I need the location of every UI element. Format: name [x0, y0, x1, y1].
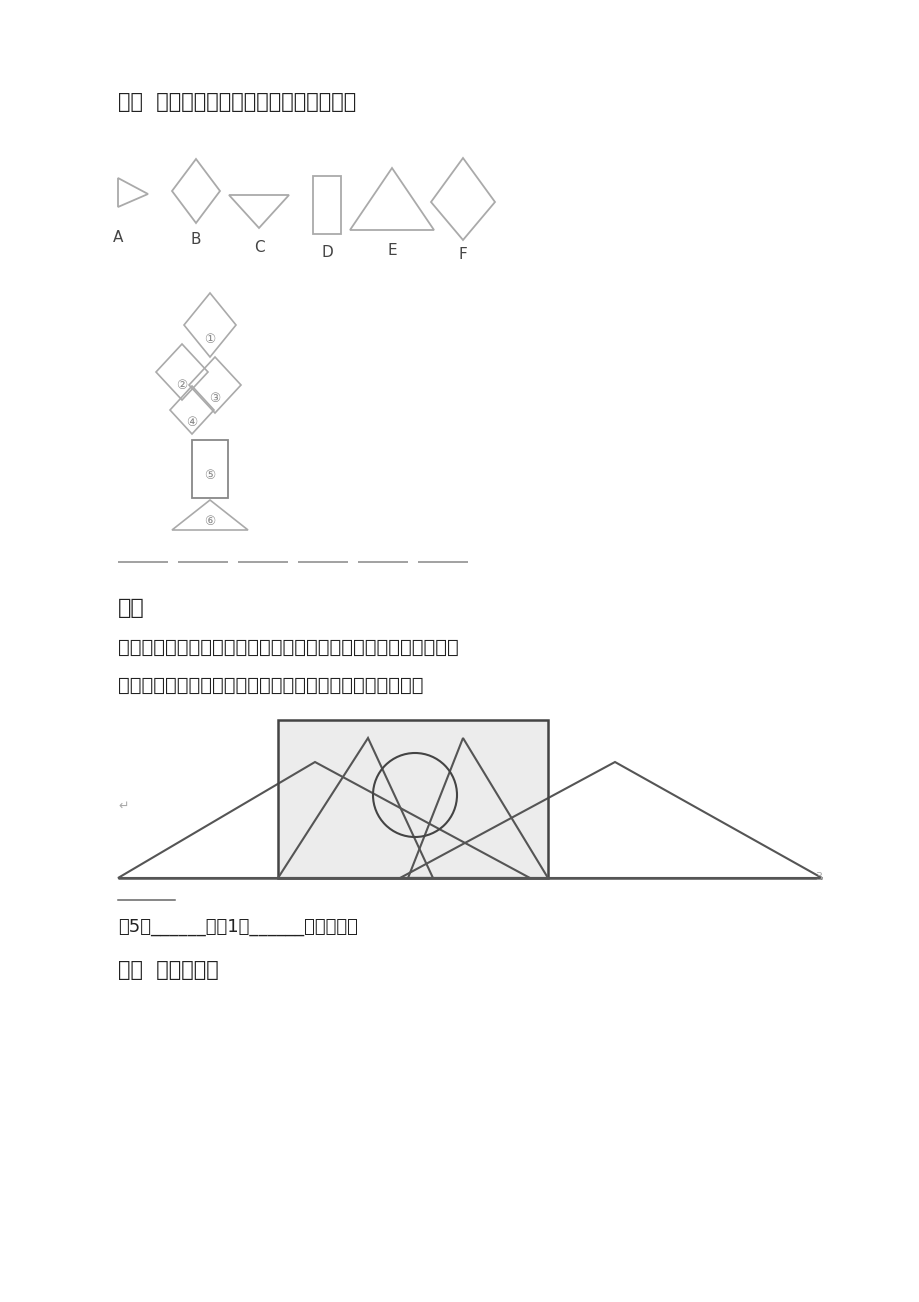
Bar: [278, 720, 548, 878]
Text: ⑥: ⑥: [204, 516, 215, 529]
Text: 边的山涂成黄色，将下边的山涂成绿色，中间的涂成蓝色。: 边的山涂成黄色，将下边的山涂成绿色，中间的涂成蓝色。: [118, 676, 423, 695]
Text: ③: ③: [210, 392, 221, 405]
Bar: [192, 440, 228, 497]
Text: 有5个______形和1个______形拼成的。: 有5个______形和1个______形拼成的。: [118, 918, 357, 936]
Bar: [278, 720, 548, 878]
Text: 六、: 六、: [118, 598, 144, 618]
Text: ①: ①: [204, 333, 215, 346]
Text: 五、  拼图我最行。观察这些图形我会拼。: 五、 拼图我最行。观察这些图形我会拼。: [118, 92, 356, 112]
Text: E: E: [387, 243, 396, 258]
Text: ②: ②: [176, 379, 187, 392]
Text: 观察日落西山。数一数有哪些图形拼成的。将太阳涂成红色，将上: 观察日落西山。数一数有哪些图形拼成的。将太阳涂成红色，将上: [118, 638, 459, 658]
Text: F: F: [459, 247, 467, 262]
Bar: [312, 176, 341, 234]
Text: D: D: [321, 245, 333, 260]
Text: ④: ④: [187, 417, 198, 428]
Text: 七、  看图填空。: 七、 看图填空。: [118, 960, 219, 980]
Text: C: C: [254, 240, 264, 255]
Text: B: B: [190, 232, 201, 247]
Text: ↵: ↵: [118, 799, 129, 812]
Text: ⑤: ⑤: [204, 469, 215, 482]
Text: 3: 3: [814, 872, 821, 881]
Text: A: A: [113, 230, 123, 245]
